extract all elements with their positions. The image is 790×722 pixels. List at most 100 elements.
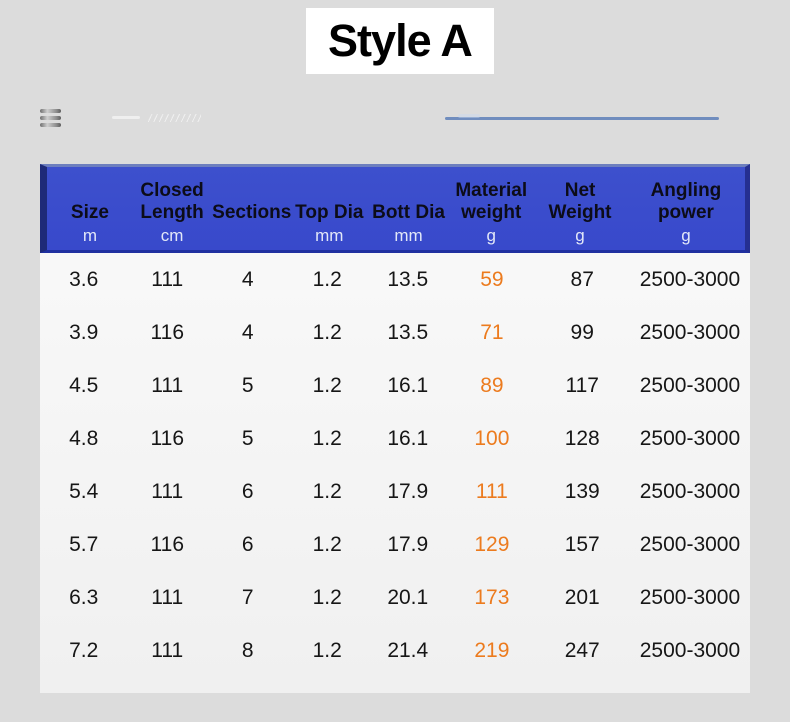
column-header-angling-power: Angling power g [627, 167, 745, 250]
cell-top-dia: 1.2 [312, 585, 342, 609]
cell-size: 3.9 [69, 320, 99, 344]
rod-tip-sections [40, 109, 61, 127]
table-row: 5.7 116 6 1.2 17.9 129 157 2500-3000 [40, 518, 750, 571]
cell-net-weight: 201 [564, 585, 600, 609]
cell-net-weight: 99 [570, 320, 594, 344]
table-row: 4.8 116 5 1.2 16.1 100 128 2500-3000 [40, 412, 750, 465]
column-unit: mm [315, 226, 344, 245]
cell-bott-dia: 17.9 [387, 532, 429, 556]
column-header-bott-dia: Bott Dia mm [368, 167, 450, 250]
cell-angling-power: 2500-3000 [639, 426, 741, 450]
column-unit: m [82, 226, 97, 245]
cell-angling-power: 2500-3000 [639, 267, 741, 291]
cell-bott-dia: 21.4 [387, 638, 429, 662]
cell-top-dia: 1.2 [312, 320, 342, 344]
cell-sections: 8 [241, 638, 254, 662]
cell-material-weight: 111 [475, 479, 508, 503]
cell-size: 4.5 [69, 373, 99, 397]
cell-angling-power: 2500-3000 [639, 532, 741, 556]
column-unit: g [486, 226, 496, 245]
cell-sections: 6 [241, 532, 254, 556]
cell-material-weight: 71 [480, 320, 504, 344]
cell-material-weight: 89 [480, 373, 504, 397]
cell-material-weight: 100 [474, 426, 510, 450]
cell-bott-dia: 16.1 [387, 373, 429, 397]
cell-angling-power: 2500-3000 [639, 479, 741, 503]
cell-sections: 4 [241, 267, 254, 291]
table-row: 7.2 111 8 1.2 21.4 219 247 2500-3000 [40, 624, 750, 677]
cell-size: 5.7 [69, 532, 99, 556]
rod-hatch-decoration [146, 113, 202, 123]
column-header-net-weight: Net Weight g [533, 167, 627, 250]
cell-net-weight: 87 [570, 267, 594, 291]
cell-top-dia: 1.2 [312, 532, 342, 556]
cell-top-dia: 1.2 [312, 426, 342, 450]
cell-sections: 5 [241, 373, 254, 397]
cell-material-weight: 173 [474, 585, 510, 609]
column-label: Bott Dia [372, 202, 445, 223]
cell-size: 3.6 [69, 267, 99, 291]
rod-logo-mark [458, 114, 481, 118]
column-header-sections: Sections [211, 167, 291, 250]
style-title: Style A [328, 15, 473, 66]
column-label: Sections [212, 202, 292, 223]
cell-bott-dia: 13.5 [387, 320, 429, 344]
cell-closed-length: 111 [151, 479, 184, 503]
cell-bott-dia: 13.5 [387, 267, 429, 291]
cell-material-weight: 219 [474, 638, 510, 662]
cell-net-weight: 247 [564, 638, 600, 662]
cell-sections: 5 [241, 426, 254, 450]
cell-angling-power: 2500-3000 [639, 373, 741, 397]
cell-closed-length: 116 [150, 320, 184, 344]
table-row: 4.5 111 5 1.2 16.1 89 117 2500-3000 [40, 359, 750, 412]
column-header-closed-length: Closed Length cm [133, 167, 212, 250]
column-label: Size [70, 202, 109, 223]
column-label: Net Weight [548, 180, 612, 223]
cell-size: 6.3 [69, 585, 99, 609]
cell-top-dia: 1.2 [312, 267, 342, 291]
cell-sections: 6 [241, 479, 254, 503]
rod-body [61, 108, 746, 128]
cell-closed-length: 116 [150, 532, 184, 556]
table-row: 3.9 116 4 1.2 13.5 71 99 2500-3000 [40, 306, 750, 359]
table-row: 3.6 111 4 1.2 13.5 59 87 2500-3000 [40, 253, 750, 306]
column-unit: g [575, 226, 585, 245]
cell-sections: 4 [241, 320, 254, 344]
table-body: 3.6 111 4 1.2 13.5 59 87 2500-3000 3.9 116 4 1.2 13.… [40, 253, 750, 677]
column-label: Angling power [650, 180, 722, 223]
column-header-size: Size m [47, 167, 133, 250]
cell-net-weight: 128 [564, 426, 600, 450]
cell-bott-dia: 20.1 [387, 585, 429, 609]
fishing-rod-image [40, 108, 746, 128]
column-unit: mm [394, 226, 423, 245]
cell-angling-power: 2500-3000 [639, 320, 741, 344]
column-label: Material weight [455, 180, 528, 223]
column-header-top-dia: Top Dia mm [291, 167, 368, 250]
column-label: Top Dia [295, 202, 364, 223]
rod-blue-stripe [444, 116, 719, 120]
cell-bott-dia: 16.1 [387, 426, 429, 450]
cell-closed-length: 111 [151, 373, 184, 397]
cell-top-dia: 1.2 [312, 479, 342, 503]
cell-material-weight: 59 [480, 267, 504, 291]
column-header-material-weight: Material weight g [449, 167, 533, 250]
cell-size: 7.2 [69, 638, 99, 662]
cell-size: 5.4 [69, 479, 99, 503]
cell-bott-dia: 17.9 [387, 479, 429, 503]
column-label: Closed Length [140, 180, 204, 223]
cell-top-dia: 1.2 [312, 373, 342, 397]
cell-sections: 7 [241, 585, 254, 609]
column-unit: g [681, 226, 691, 245]
cell-closed-length: 116 [150, 426, 184, 450]
cell-closed-length: 111 [151, 585, 184, 609]
spec-table: Size m Closed Length cm Sections Top Dia mm Bot… [40, 164, 750, 693]
cell-size: 4.8 [69, 426, 99, 450]
cell-angling-power: 2500-3000 [639, 638, 741, 662]
cell-material-weight: 129 [474, 532, 510, 556]
style-title-box: Style A [306, 8, 494, 74]
rod-brand-mark [112, 116, 141, 120]
table-row: 6.3 111 7 1.2 20.1 173 201 2500-3000 [40, 571, 750, 624]
cell-net-weight: 117 [565, 373, 599, 397]
cell-angling-power: 2500-3000 [639, 585, 741, 609]
